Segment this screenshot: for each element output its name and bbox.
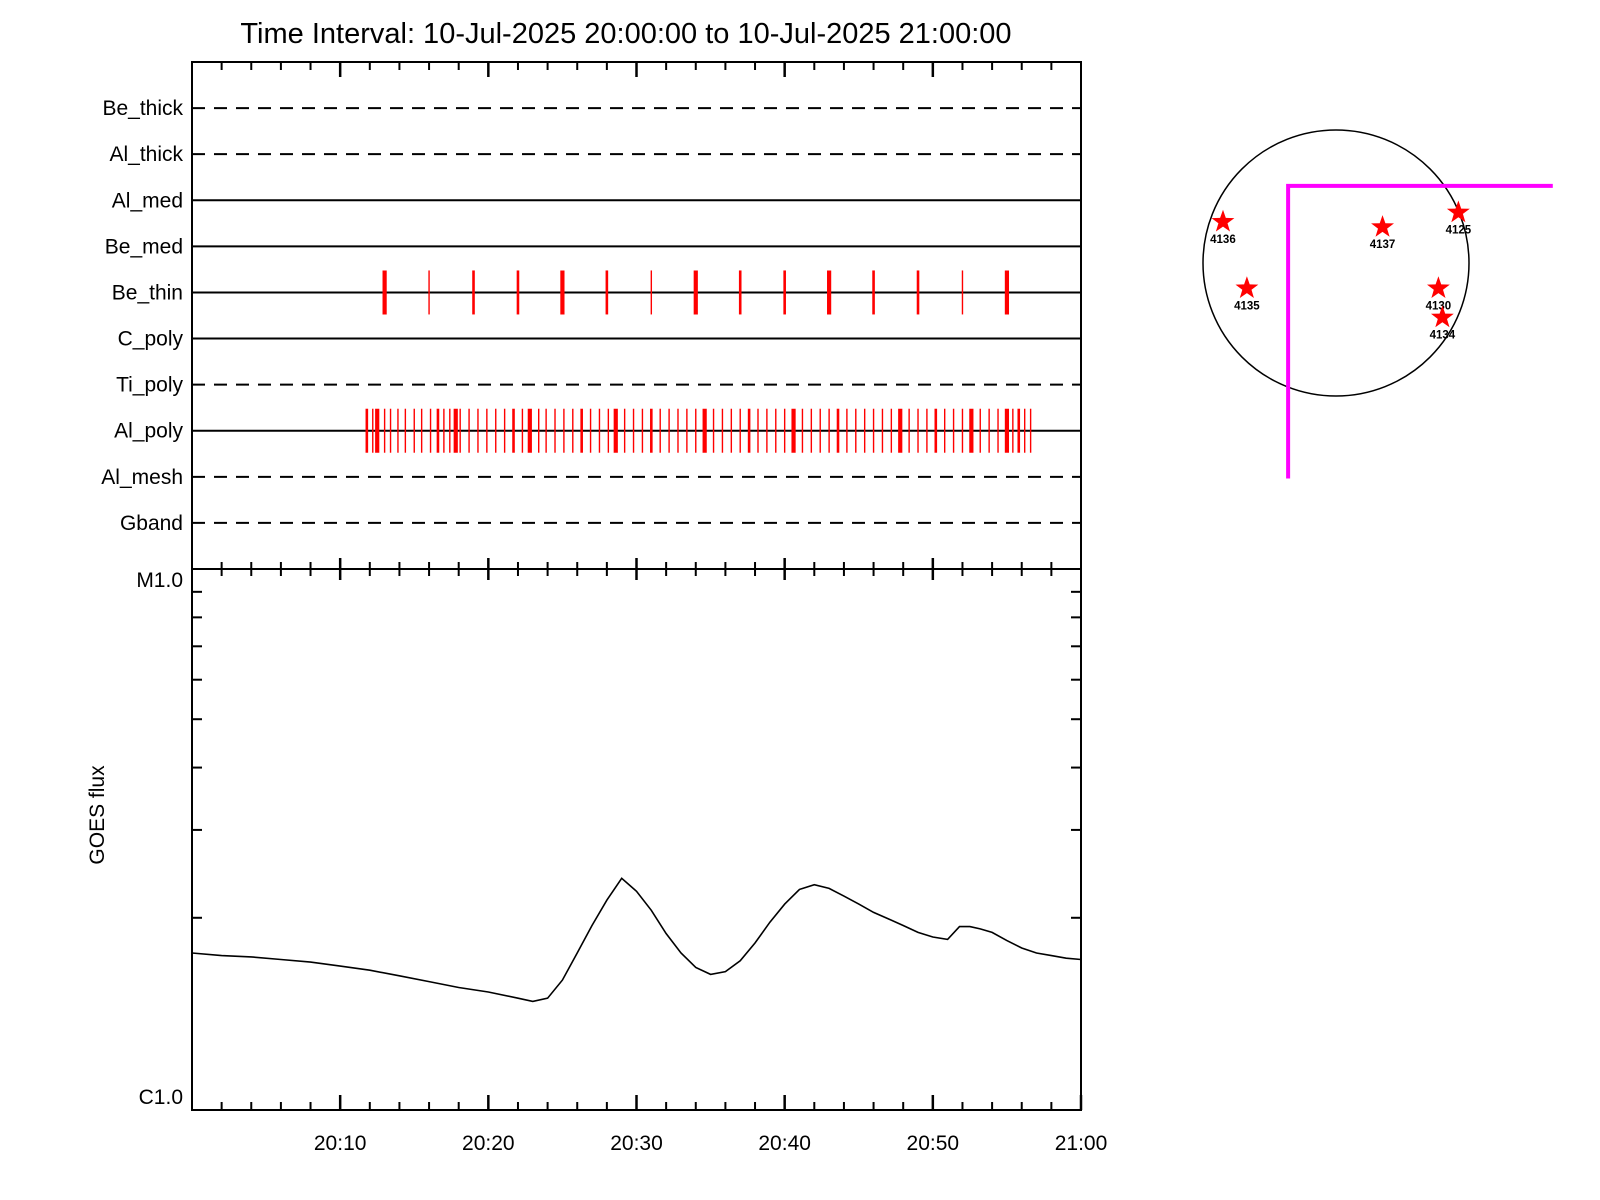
- goes-x-label-20:50: 20:50: [907, 1132, 960, 1155]
- goes-panel: GOES flux M1.0 C1.0 20:10 20:20 20:30 20:40…: [86, 568, 1107, 1155]
- active-region-star-4125: [1446, 200, 1470, 223]
- filter-label-C_poly: C_poly: [118, 328, 184, 351]
- goes-axis-ticks: [192, 590, 1083, 1110]
- active-region-label-4136: 4136: [1210, 234, 1236, 246]
- filter-label-Al_poly: Al_poly: [114, 420, 183, 443]
- active-region-star-4134: [1431, 305, 1454, 328]
- filter-label-Be_med: Be_med: [105, 235, 183, 258]
- timeline-panel: Be_thick Al_thick Al_med Be_med Be_thin C_pol…: [101, 61, 1082, 580]
- figure-title: Time Interval: 10-Jul-2025 20:00:00 to 1…: [240, 18, 1011, 50]
- goes-x-label-20:20: 20:20: [462, 1132, 515, 1155]
- active-region-star-4137: [1371, 215, 1394, 237]
- fov-box: [1286, 183, 1553, 479]
- solar-limb-circle: [1202, 129, 1470, 397]
- timeline-exposure-ticks: [365, 270, 1032, 453]
- active-region-star-4130: [1427, 276, 1450, 298]
- filter-label-Be_thick: Be_thick: [102, 97, 183, 120]
- active-region-label-4135: 4135: [1234, 300, 1260, 312]
- filter-label-Gband: Gband: [120, 512, 183, 535]
- filter-label-Al_med: Al_med: [112, 189, 183, 212]
- sun-map: 4136 4137 4125 4135 4130 4134: [1202, 129, 1553, 479]
- timeline-rows: Be_thick Al_thick Al_med Be_med Be_thin C_pol…: [101, 97, 1081, 535]
- active-regions: 4136 4137 4125 4135 4130 4134: [1210, 200, 1472, 342]
- goes-ymin-label: C1.0: [139, 1086, 183, 1109]
- goes-ymax-label: M1.0: [136, 569, 183, 592]
- filter-label-Al_mesh: Al_mesh: [101, 466, 183, 489]
- filter-label-Al_thick: Al_thick: [109, 143, 183, 166]
- active-region-label-4137: 4137: [1370, 239, 1396, 251]
- active-region-label-4130: 4130: [1426, 300, 1452, 312]
- goes-x-label-20:10: 20:10: [314, 1132, 367, 1155]
- goes-x-label-20:40: 20:40: [758, 1132, 811, 1155]
- goes-flux-curve: [191, 877, 1082, 1003]
- filter-label-Ti_poly: Ti_poly: [116, 374, 183, 397]
- active-region-star-4135: [1235, 276, 1259, 298]
- filter-label-Be_thin: Be_thin: [112, 281, 183, 304]
- active-region-label-4125: 4125: [1446, 224, 1472, 236]
- goes-y-axis-title: GOES flux: [86, 765, 109, 865]
- goes-x-label-20:30: 20:30: [610, 1132, 663, 1155]
- goes-x-label-21:00: 21:00: [1055, 1132, 1108, 1155]
- goes-x-tick-labels: 20:10 20:20 20:30 20:40 20:50 21:00: [314, 1132, 1107, 1155]
- active-region-star-4136: [1211, 209, 1235, 232]
- active-region-label-4134: 4134: [1430, 330, 1456, 342]
